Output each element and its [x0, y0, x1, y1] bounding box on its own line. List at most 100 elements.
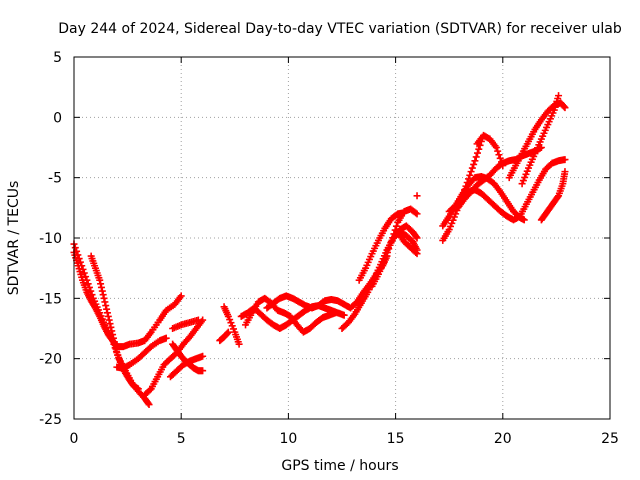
series-track-v [445, 156, 569, 224]
data-point-marker [112, 345, 120, 353]
data-point-marker [521, 173, 529, 181]
data-point-marker [108, 327, 116, 335]
data-point-marker [381, 256, 389, 264]
x-tick-label: 15 [387, 431, 405, 447]
series-track-d [113, 334, 170, 372]
data-point-marker [499, 162, 507, 170]
series-track-r [394, 228, 421, 258]
data-point-marker [518, 180, 526, 188]
y-tick-label: 5 [53, 50, 62, 66]
data-point-marker [101, 298, 109, 306]
data-point-marker [228, 322, 236, 330]
data-point-marker [332, 309, 340, 317]
series-track-b [70, 248, 185, 351]
y-tick-label: -10 [39, 231, 62, 247]
data-point-marker [448, 219, 456, 227]
x-tick-label: 0 [70, 431, 79, 447]
data-point-marker [413, 234, 421, 242]
series-track-z [518, 92, 563, 188]
data-point-marker [102, 302, 110, 310]
data-point-marker [111, 341, 119, 349]
data-point-marker [98, 287, 106, 295]
data-point-marker [96, 276, 104, 284]
x-tick-labels: 0 5 10 15 20 25 [70, 431, 619, 447]
data-point-marker [109, 331, 117, 339]
data-point-marker [522, 170, 530, 178]
data-point-marker [235, 340, 243, 348]
data-point-marker [103, 305, 111, 313]
data-point-marker [134, 385, 142, 393]
data-point-marker [561, 156, 569, 164]
series-track-g [166, 352, 207, 381]
data-point-marker [224, 312, 232, 320]
data-point-marker [194, 316, 202, 324]
series-track-h [169, 316, 202, 332]
data-point-marker [392, 222, 400, 230]
series-track-t [439, 137, 485, 244]
data-point-marker [472, 153, 480, 161]
data-point-marker [80, 269, 88, 277]
chart-title: Day 244 of 2024, Sidereal Day-to-day VTE… [58, 21, 622, 37]
series-track-y [505, 99, 569, 182]
data-point-marker [99, 291, 107, 299]
data-point-marker [106, 320, 114, 328]
data-point-marker [224, 329, 232, 337]
data-point-marker [110, 338, 118, 346]
data-point-marker [467, 168, 475, 176]
data-point-marker [466, 171, 474, 179]
x-tick-label: 20 [494, 431, 512, 447]
data-point-marker [561, 168, 569, 176]
data-point-marker [492, 144, 500, 151]
data-point-marker [145, 401, 153, 409]
data-point-marker [340, 311, 348, 319]
data-point-marker [84, 280, 92, 288]
data-point-marker [495, 151, 503, 159]
series-track-j [216, 328, 232, 345]
y-tick-label: -15 [39, 291, 62, 307]
series-track-aa [537, 168, 569, 224]
data-point-marker [162, 334, 170, 342]
data-point-marker [146, 386, 154, 394]
data-point-marker [474, 149, 482, 157]
data-point-marker [224, 328, 232, 336]
data-point-marker [498, 158, 506, 166]
data-point-marker [227, 319, 235, 327]
data-point-marker [523, 167, 531, 175]
data-point-marker [413, 250, 421, 258]
series-track-s [413, 192, 421, 200]
data-point-marker [144, 399, 152, 407]
data-point-marker [520, 216, 528, 224]
series-track-i [220, 303, 243, 348]
data-point-marker [560, 103, 568, 111]
x-tick-label: 10 [279, 431, 297, 447]
data-point-marker [413, 210, 421, 218]
data-point-marker [494, 147, 502, 155]
data-points [70, 92, 569, 409]
y-tick-label: -20 [39, 352, 62, 368]
data-point-marker [109, 334, 117, 342]
data-point-marker [412, 209, 420, 217]
data-point-marker [475, 145, 483, 153]
x-tick-label: 5 [177, 431, 186, 447]
data-point-marker [471, 157, 479, 165]
y-tick-label: -5 [48, 171, 62, 187]
data-point-marker [199, 352, 207, 360]
y-axis-label: SDTVAR / TECUs [6, 181, 22, 296]
data-point-marker [382, 252, 390, 260]
data-point-marker [519, 177, 527, 185]
data-point-marker [97, 283, 105, 291]
data-point-marker [105, 316, 113, 324]
data-point-marker [97, 280, 105, 288]
y-tick-label: 0 [53, 110, 62, 126]
y-tick-label: -25 [39, 412, 62, 428]
data-point-marker [103, 309, 111, 317]
data-point-marker [107, 323, 115, 331]
series-track-c [87, 252, 142, 393]
data-point-marker [561, 104, 569, 112]
data-point-marker [104, 312, 112, 320]
data-point-marker [496, 154, 504, 162]
data-point-marker [468, 164, 476, 172]
data-point-marker [177, 292, 185, 300]
